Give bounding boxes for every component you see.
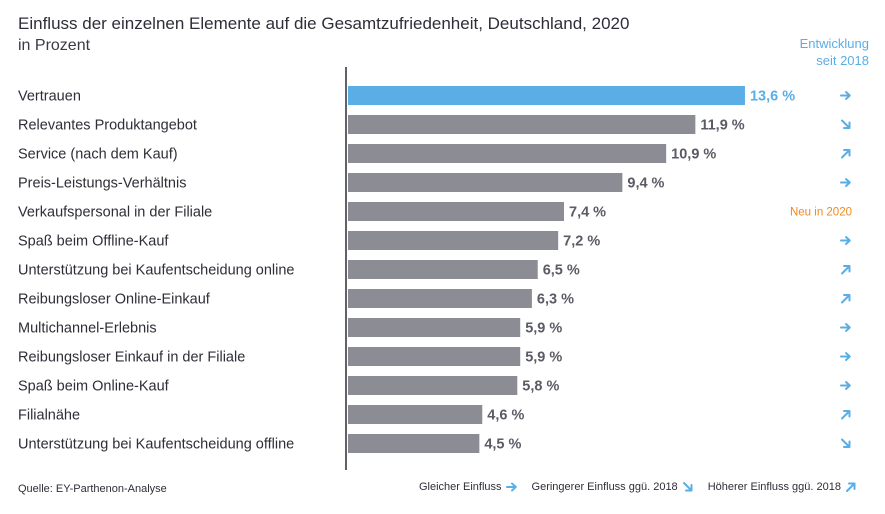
bar — [348, 173, 623, 192]
bar — [348, 115, 696, 134]
arrow-up-right-icon — [841, 265, 851, 275]
legend-label-same: Gleicher Einfluss — [418, 481, 502, 493]
bar — [348, 318, 521, 337]
legend-item-same: Gleicher Einfluss — [419, 481, 518, 493]
arrow-right-icon — [840, 236, 851, 245]
value-label: 5,8 % — [522, 379, 559, 395]
category-label: Reibungsloser Einkauf in der Filiale — [18, 350, 245, 366]
value-label: 13,6 % — [750, 89, 795, 105]
bar — [348, 86, 745, 105]
chart-title: Einfluss der einzelnen Elemente auf die … — [18, 14, 630, 33]
bar — [348, 144, 667, 163]
category-label: Reibungsloser Online-Einkauf — [18, 292, 211, 308]
arrow-up-right-icon — [841, 294, 851, 304]
category-label: Vertrauen — [18, 89, 81, 105]
category-label: Preis-Leistungs-Verhältnis — [18, 176, 186, 192]
bar — [348, 260, 538, 279]
bar — [348, 405, 483, 424]
value-label: 11,9 % — [700, 118, 744, 134]
category-label: Verkaufspersonal in der Filiale — [18, 205, 212, 221]
category-label: Spaß beim Offline-Kauf — [18, 234, 169, 250]
bar — [348, 289, 532, 308]
trend-legend: Gleicher Einfluss Geringerer Einfluss gg… — [419, 481, 857, 493]
arrow-right-icon — [840, 323, 851, 332]
category-label: Unterstützung bei Kaufentscheidung onlin… — [18, 263, 295, 279]
arrow-right-icon — [840, 178, 851, 187]
value-label: 6,5 % — [543, 263, 580, 279]
arrow-down-right-icon — [682, 482, 693, 492]
category-label: Filialnähe — [18, 408, 80, 424]
new-in-2020-label: Neu in 2020 — [790, 207, 852, 219]
bar — [348, 347, 521, 366]
category-label: Spaß beim Online-Kauf — [18, 379, 170, 395]
legend-item-higher: Höherer Einfluss ggü. 2018 — [708, 481, 857, 493]
arrow-down-right-icon — [841, 119, 851, 129]
bar — [348, 376, 518, 395]
trend-column-header: Entwicklung seit 2018 — [749, 35, 869, 69]
legend-label-lower: Geringerer Einfluss ggü. 2018 — [531, 481, 678, 493]
arrow-up-right-icon — [841, 149, 851, 159]
arrow-right-icon — [840, 91, 851, 100]
source-note: Quelle: EY-Parthenon-Analyse — [18, 483, 167, 495]
category-label: Service (nach dem Kauf) — [18, 147, 178, 163]
chart-subtitle: in Prozent — [18, 37, 91, 54]
value-label: 5,9 % — [525, 321, 562, 337]
bar — [348, 231, 559, 250]
bar — [348, 202, 564, 221]
value-label: 4,5 % — [484, 437, 521, 453]
trend-header-line2: seit 2018 — [816, 53, 869, 68]
arrow-up-right-icon — [846, 482, 856, 492]
legend-item-lower: Geringerer Einfluss ggü. 2018 — [532, 481, 694, 493]
arrow-down-right-icon — [841, 438, 851, 448]
arrow-up-right-icon — [841, 410, 851, 420]
arrow-right-icon — [505, 482, 517, 492]
value-label: 4,6 % — [487, 408, 524, 424]
category-label: Unterstützung bei Kaufentscheidung offli… — [18, 437, 294, 453]
value-label: 9,4 % — [627, 176, 664, 192]
arrow-right-icon — [840, 381, 851, 390]
value-label: 7,2 % — [563, 234, 600, 250]
value-label: 6,3 % — [537, 292, 574, 308]
bar — [348, 434, 480, 453]
value-label: 7,4 % — [569, 205, 606, 221]
category-label: Multichannel-Erlebnis — [18, 321, 157, 337]
legend-label-higher: Höherer Einfluss ggü. 2018 — [707, 481, 841, 493]
value-label: 10,9 % — [671, 147, 716, 163]
trend-header-line1: Entwicklung — [799, 36, 869, 51]
arrow-right-icon — [840, 352, 851, 361]
value-label: 5,9 % — [525, 350, 562, 366]
category-label: Relevantes Produktangebot — [18, 118, 197, 134]
